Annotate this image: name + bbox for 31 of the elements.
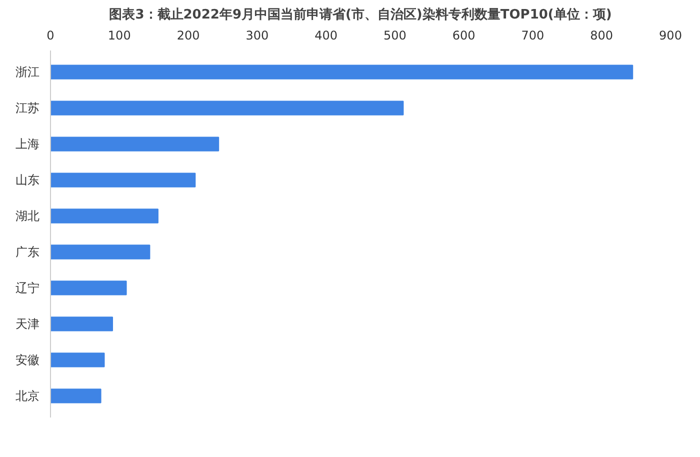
y-tick-label: 天津 bbox=[16, 316, 40, 331]
x-tick-label: 900 bbox=[659, 28, 682, 42]
bar bbox=[50, 388, 102, 404]
bar bbox=[50, 100, 404, 116]
bar bbox=[50, 280, 127, 296]
x-tick-label: 200 bbox=[176, 28, 200, 42]
y-tick-label: 上海 bbox=[16, 137, 40, 152]
x-tick-label: 500 bbox=[383, 28, 406, 42]
y-tick-label: 山东 bbox=[16, 173, 40, 188]
bar bbox=[50, 172, 196, 188]
x-tick-label: 400 bbox=[314, 28, 338, 42]
y-tick-label: 北京 bbox=[16, 388, 40, 403]
y-tick-label: 湖北 bbox=[16, 209, 40, 224]
y-tick-label: 广东 bbox=[16, 244, 40, 259]
bar bbox=[50, 316, 113, 332]
y-tick-label: 安徽 bbox=[16, 352, 40, 367]
x-tick-label: 100 bbox=[108, 28, 131, 42]
y-tick-label: 浙江 bbox=[16, 65, 40, 80]
bar bbox=[50, 352, 105, 368]
chart-title: 图表3：截止2022年9月中国当前申请省(市、自治区)染料专利数量TOP10(单位：项) bbox=[109, 6, 612, 22]
y-tick-label: 辽宁 bbox=[16, 280, 40, 295]
y-tick-label: 江苏 bbox=[16, 101, 40, 116]
x-tick-label: 300 bbox=[246, 28, 269, 42]
bar bbox=[50, 136, 220, 152]
x-tick-label: 600 bbox=[452, 28, 476, 42]
bar bbox=[50, 64, 634, 80]
bar bbox=[50, 244, 150, 260]
bar bbox=[50, 208, 158, 224]
x-tick-label: 0 bbox=[46, 28, 54, 42]
x-tick-label: 800 bbox=[590, 28, 614, 42]
x-tick-label: 700 bbox=[521, 28, 544, 42]
